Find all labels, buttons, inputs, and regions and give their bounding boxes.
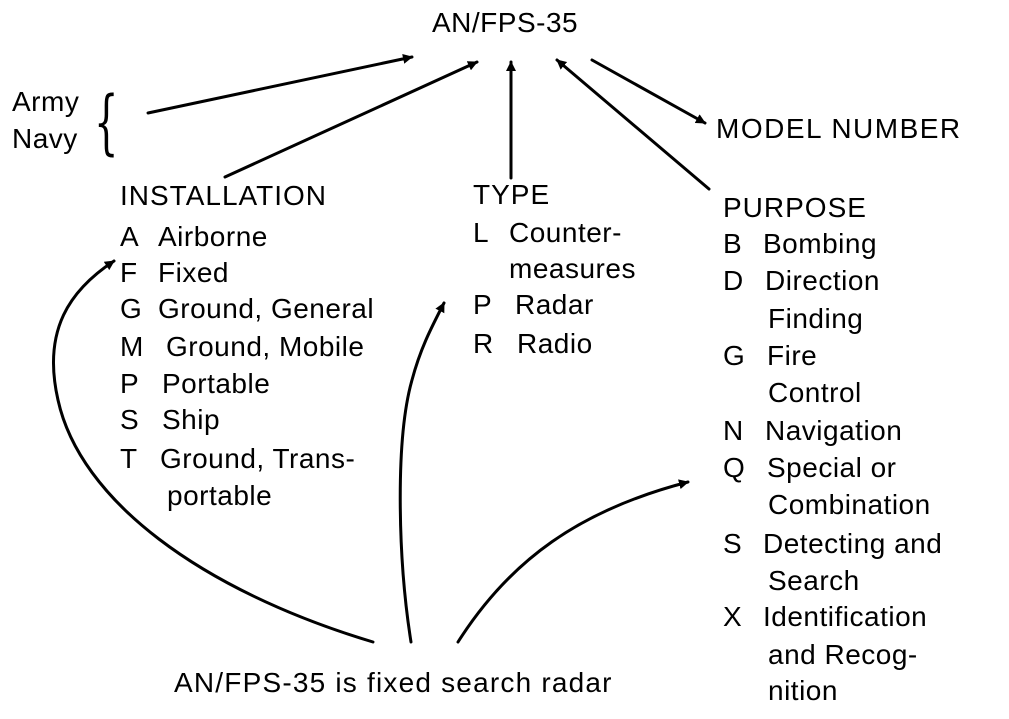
type-code: R — [473, 328, 494, 359]
type-item-l: L Counter- — [473, 218, 622, 248]
type-code: P — [473, 289, 493, 320]
arrow-purpose-to-title — [555, 58, 711, 191]
purpose-label: Special or — [767, 452, 897, 483]
installation-label: Fixed — [158, 257, 229, 288]
example-caption: AN/FPS-35 is fixed search radar — [174, 667, 613, 698]
purpose-label: Identification — [763, 601, 928, 632]
installation-code: G — [120, 293, 143, 324]
purpose-item-x: X Identification — [723, 602, 927, 632]
purpose-label: Bombing — [763, 228, 878, 259]
purpose-item-x-continued-2: nition — [768, 675, 838, 706]
installation-item-s: S Ship — [120, 405, 220, 435]
installation-code: F — [120, 257, 138, 288]
arrow-example-to-type — [398, 301, 446, 644]
purpose-item-d: D Direction — [723, 266, 880, 296]
installation-label: Ground, Mobile — [166, 331, 365, 362]
purpose-item-n: N Navigation — [723, 416, 902, 446]
purpose-item-s-continued: Search — [768, 565, 860, 596]
installation-item-t: T Ground, Trans- — [120, 444, 355, 474]
installation-heading: INSTALLATION — [120, 180, 328, 211]
purpose-item-q-continued: Combination — [768, 489, 931, 520]
purpose-code: N — [723, 415, 744, 446]
installation-item-g: G Ground, General — [120, 294, 374, 324]
installation-label: Portable — [162, 368, 271, 399]
type-label: Counter- — [509, 217, 622, 248]
type-item-l-continued: measures — [509, 253, 636, 284]
installation-code: T — [120, 443, 138, 474]
purpose-code: B — [723, 228, 743, 259]
service-navy: Navy — [12, 123, 78, 154]
installation-code: P — [120, 368, 140, 399]
service-army: Army — [12, 86, 80, 117]
purpose-code: X — [723, 601, 743, 632]
installation-code: S — [120, 404, 140, 435]
purpose-heading: PURPOSE — [723, 192, 867, 223]
purpose-item-q: Q Special or — [723, 453, 897, 483]
purpose-item-g: G Fire — [723, 341, 817, 371]
arrow-installation-to-title — [223, 60, 479, 179]
service-brace: { — [94, 81, 119, 163]
purpose-code: D — [723, 265, 744, 296]
purpose-item-s: S Detecting and — [723, 529, 942, 559]
installation-label: Ship — [162, 404, 221, 435]
arrow-example-to-installation — [52, 259, 375, 644]
type-item-r: R Radio — [473, 329, 593, 359]
purpose-code: S — [723, 528, 743, 559]
purpose-label: Direction — [765, 265, 880, 296]
purpose-item-b: B Bombing — [723, 229, 877, 259]
purpose-item-d-continued: Finding — [768, 303, 864, 334]
purpose-label: Navigation — [765, 415, 903, 446]
designation-title: AN/FPS-35 — [432, 7, 579, 38]
model-number-label: MODEL NUMBER — [716, 113, 962, 144]
installation-item-p: P Portable — [120, 369, 270, 399]
purpose-code: Q — [723, 452, 746, 483]
purpose-label: Detecting and — [763, 528, 943, 559]
type-heading: TYPE — [473, 179, 551, 210]
installation-label: Ground, General — [158, 293, 375, 324]
installation-code: A — [120, 221, 140, 252]
installation-label: Airborne — [158, 221, 268, 252]
type-item-p: P Radar — [473, 290, 594, 320]
purpose-code: G — [723, 340, 746, 371]
arrow-example-to-purpose — [456, 479, 690, 644]
installation-item-m: M Ground, Mobile — [120, 332, 364, 362]
installation-code: M — [120, 331, 144, 362]
type-code: L — [473, 217, 490, 248]
purpose-item-x-continued: and Recog- — [768, 639, 918, 670]
installation-item-f: F Fixed — [120, 258, 229, 288]
installation-label: Ground, Trans- — [160, 443, 356, 474]
installation-item-a: A Airborne — [120, 222, 268, 252]
arrow-title-to-model-number — [590, 58, 707, 125]
type-label: Radar — [515, 289, 594, 320]
type-label: Radio — [517, 328, 593, 359]
installation-item-t-continued: portable — [167, 480, 273, 511]
purpose-label: Fire — [767, 340, 818, 371]
purpose-item-g-continued: Control — [768, 377, 862, 408]
arrow-service-to-title — [146, 53, 414, 115]
